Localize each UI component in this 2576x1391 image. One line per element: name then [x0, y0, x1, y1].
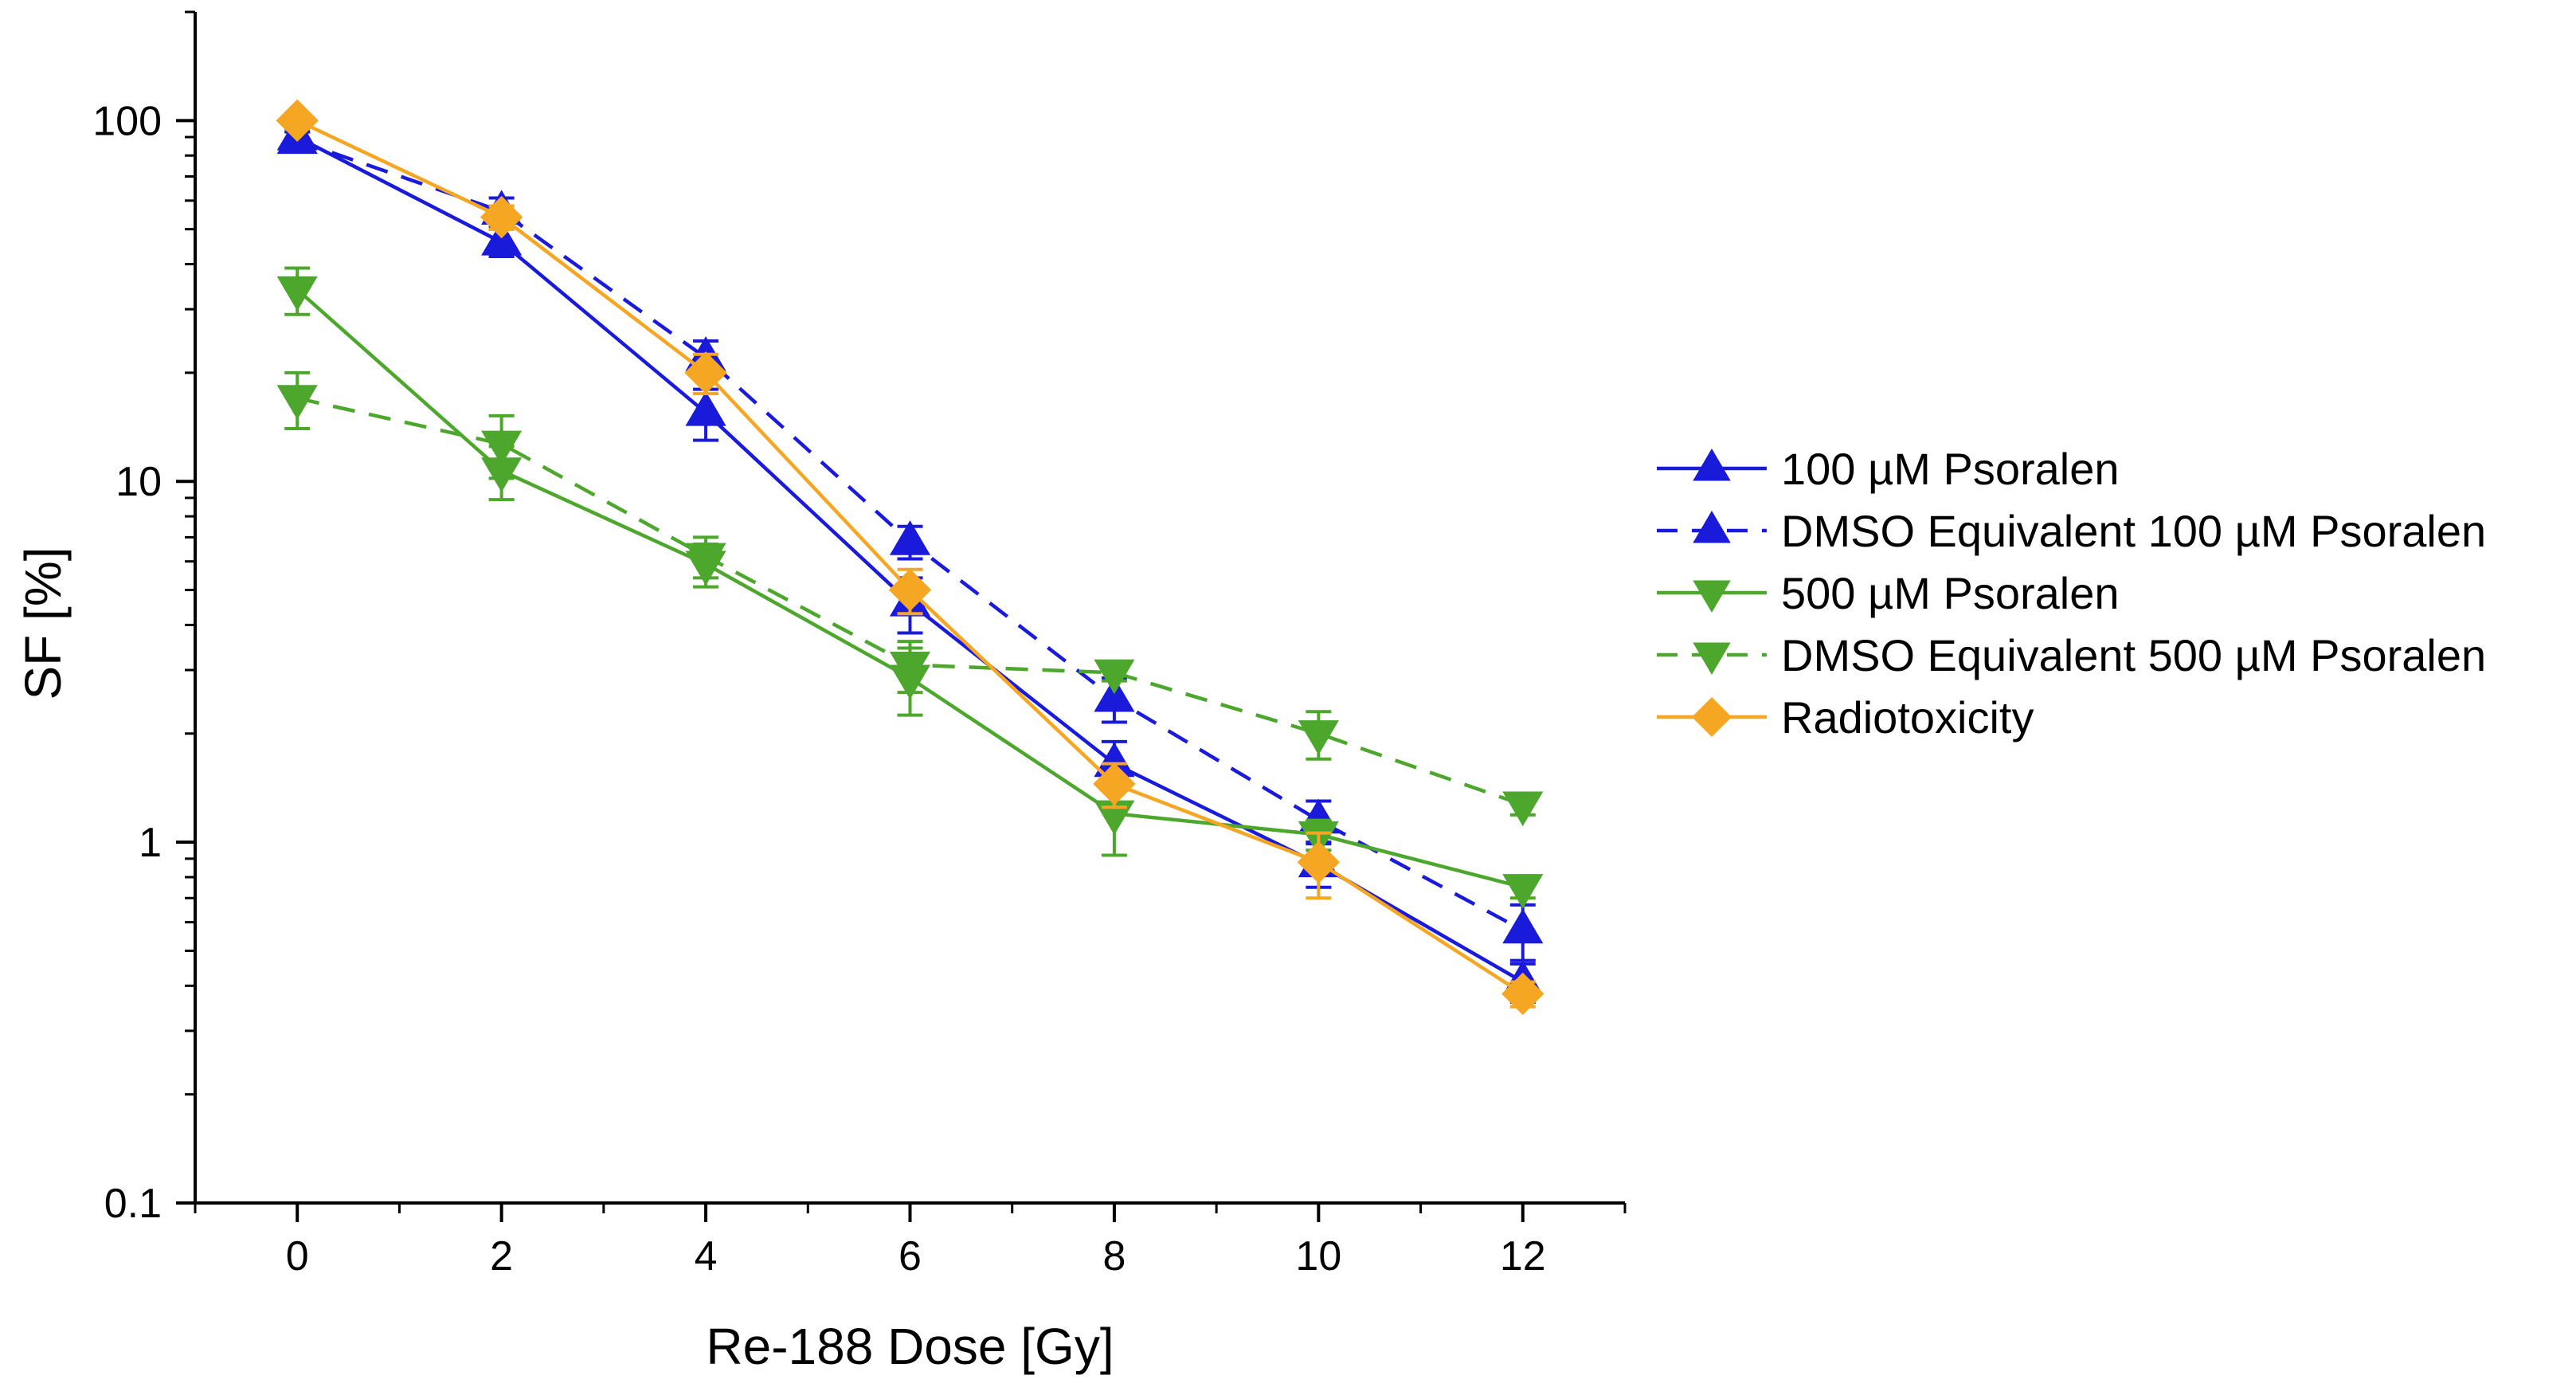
x-tick-label: 6 [898, 1233, 922, 1279]
legend-item: DMSO Equivalent 500 µM Psoralen [1657, 630, 2486, 680]
series-3 [276, 370, 1544, 827]
data-point [276, 276, 318, 312]
data-point [888, 568, 932, 612]
legend-label: DMSO Equivalent 500 µM Psoralen [1781, 630, 2486, 680]
data-point [276, 385, 318, 420]
legend-label: Radiotoxicity [1781, 692, 2034, 743]
data-point [1501, 972, 1544, 1016]
data-point [1502, 908, 1544, 944]
data-point [1502, 791, 1544, 827]
x-tick-label: 10 [1295, 1233, 1341, 1279]
data-point [684, 351, 727, 394]
data-point [685, 543, 726, 578]
legend-marker [1693, 449, 1731, 481]
legend-marker [1693, 642, 1731, 675]
data-point [1502, 874, 1544, 909]
y-axis-title: SF [%] [14, 547, 72, 699]
legend-marker [1693, 511, 1731, 543]
x-tick-label: 4 [695, 1233, 718, 1279]
legend-marker [1693, 580, 1731, 613]
ticks: 0 2 4 6 8 10 12 0.1 1 10 100 [92, 10, 1627, 1279]
series [276, 99, 1544, 1016]
x-tick-label: 12 [1500, 1233, 1546, 1279]
legend-item: 500 µM Psoralen [1657, 568, 2119, 618]
data-point [1094, 676, 1135, 712]
data-point [481, 430, 523, 466]
legend-label: DMSO Equivalent 100 µM Psoralen [1781, 506, 2486, 556]
data-point [1297, 840, 1341, 884]
series-1 [276, 119, 1544, 962]
x-tick-label: 8 [1102, 1233, 1126, 1279]
data-point [1093, 762, 1136, 805]
legend-marker [1692, 697, 1732, 737]
y-tick-label: 100 [92, 98, 162, 144]
x-tick-label: 2 [490, 1233, 513, 1279]
data-point [276, 99, 319, 143]
legend-item: 100 µM Psoralen [1657, 444, 2119, 494]
y-tick-label: 1 [139, 820, 162, 866]
data-point [889, 520, 931, 555]
data-point [685, 391, 726, 426]
y-tick-label: 0.1 [104, 1181, 162, 1227]
series-4 [276, 99, 1544, 1016]
y-tick-label: 10 [115, 459, 162, 505]
x-tick-label: 0 [286, 1233, 309, 1279]
x-axis-title: Re-188 Dose [Gy] [706, 1318, 1114, 1375]
data-point [1298, 720, 1339, 755]
legend: 100 µM Psoralen DMSO Equivalent 100 µM Ps… [1657, 444, 2486, 743]
legend-label: 500 µM Psoralen [1781, 568, 2119, 618]
legend-item: Radiotoxicity [1657, 692, 2034, 743]
data-point [1094, 659, 1135, 695]
legend-label: 100 µM Psoralen [1781, 444, 2119, 494]
data-point [889, 651, 931, 687]
data-point [480, 195, 523, 239]
legend-item: DMSO Equivalent 100 µM Psoralen [1657, 506, 2486, 556]
